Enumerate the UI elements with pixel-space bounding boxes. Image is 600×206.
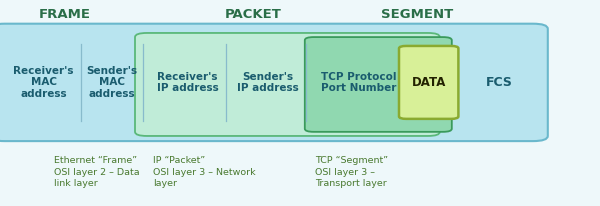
Text: FRAME: FRAME	[39, 8, 91, 21]
FancyBboxPatch shape	[0, 24, 548, 141]
Text: Sender's
IP address: Sender's IP address	[238, 72, 299, 93]
Text: IP “Packet”
OSI layer 3 – Network
layer: IP “Packet” OSI layer 3 – Network layer	[153, 156, 256, 188]
Text: TCP “Segment”
OSI layer 3 –
Transport layer: TCP “Segment” OSI layer 3 – Transport la…	[315, 156, 388, 188]
Text: DATA: DATA	[412, 76, 446, 89]
Text: SEGMENT: SEGMENT	[381, 8, 453, 21]
Text: Sender's
MAC
address: Sender's MAC address	[86, 66, 137, 99]
Text: TCP Protocol
Port Number: TCP Protocol Port Number	[321, 72, 396, 93]
FancyBboxPatch shape	[399, 46, 458, 119]
Text: Ethernet “Frame”
OSI layer 2 – Data
link layer: Ethernet “Frame” OSI layer 2 – Data link…	[54, 156, 140, 188]
FancyBboxPatch shape	[135, 33, 440, 136]
Text: FCS: FCS	[486, 76, 513, 89]
Text: Receiver's
IP address: Receiver's IP address	[157, 72, 218, 93]
Text: Receiver's
MAC
address: Receiver's MAC address	[13, 66, 74, 99]
FancyBboxPatch shape	[305, 37, 452, 132]
Text: PACKET: PACKET	[225, 8, 282, 21]
